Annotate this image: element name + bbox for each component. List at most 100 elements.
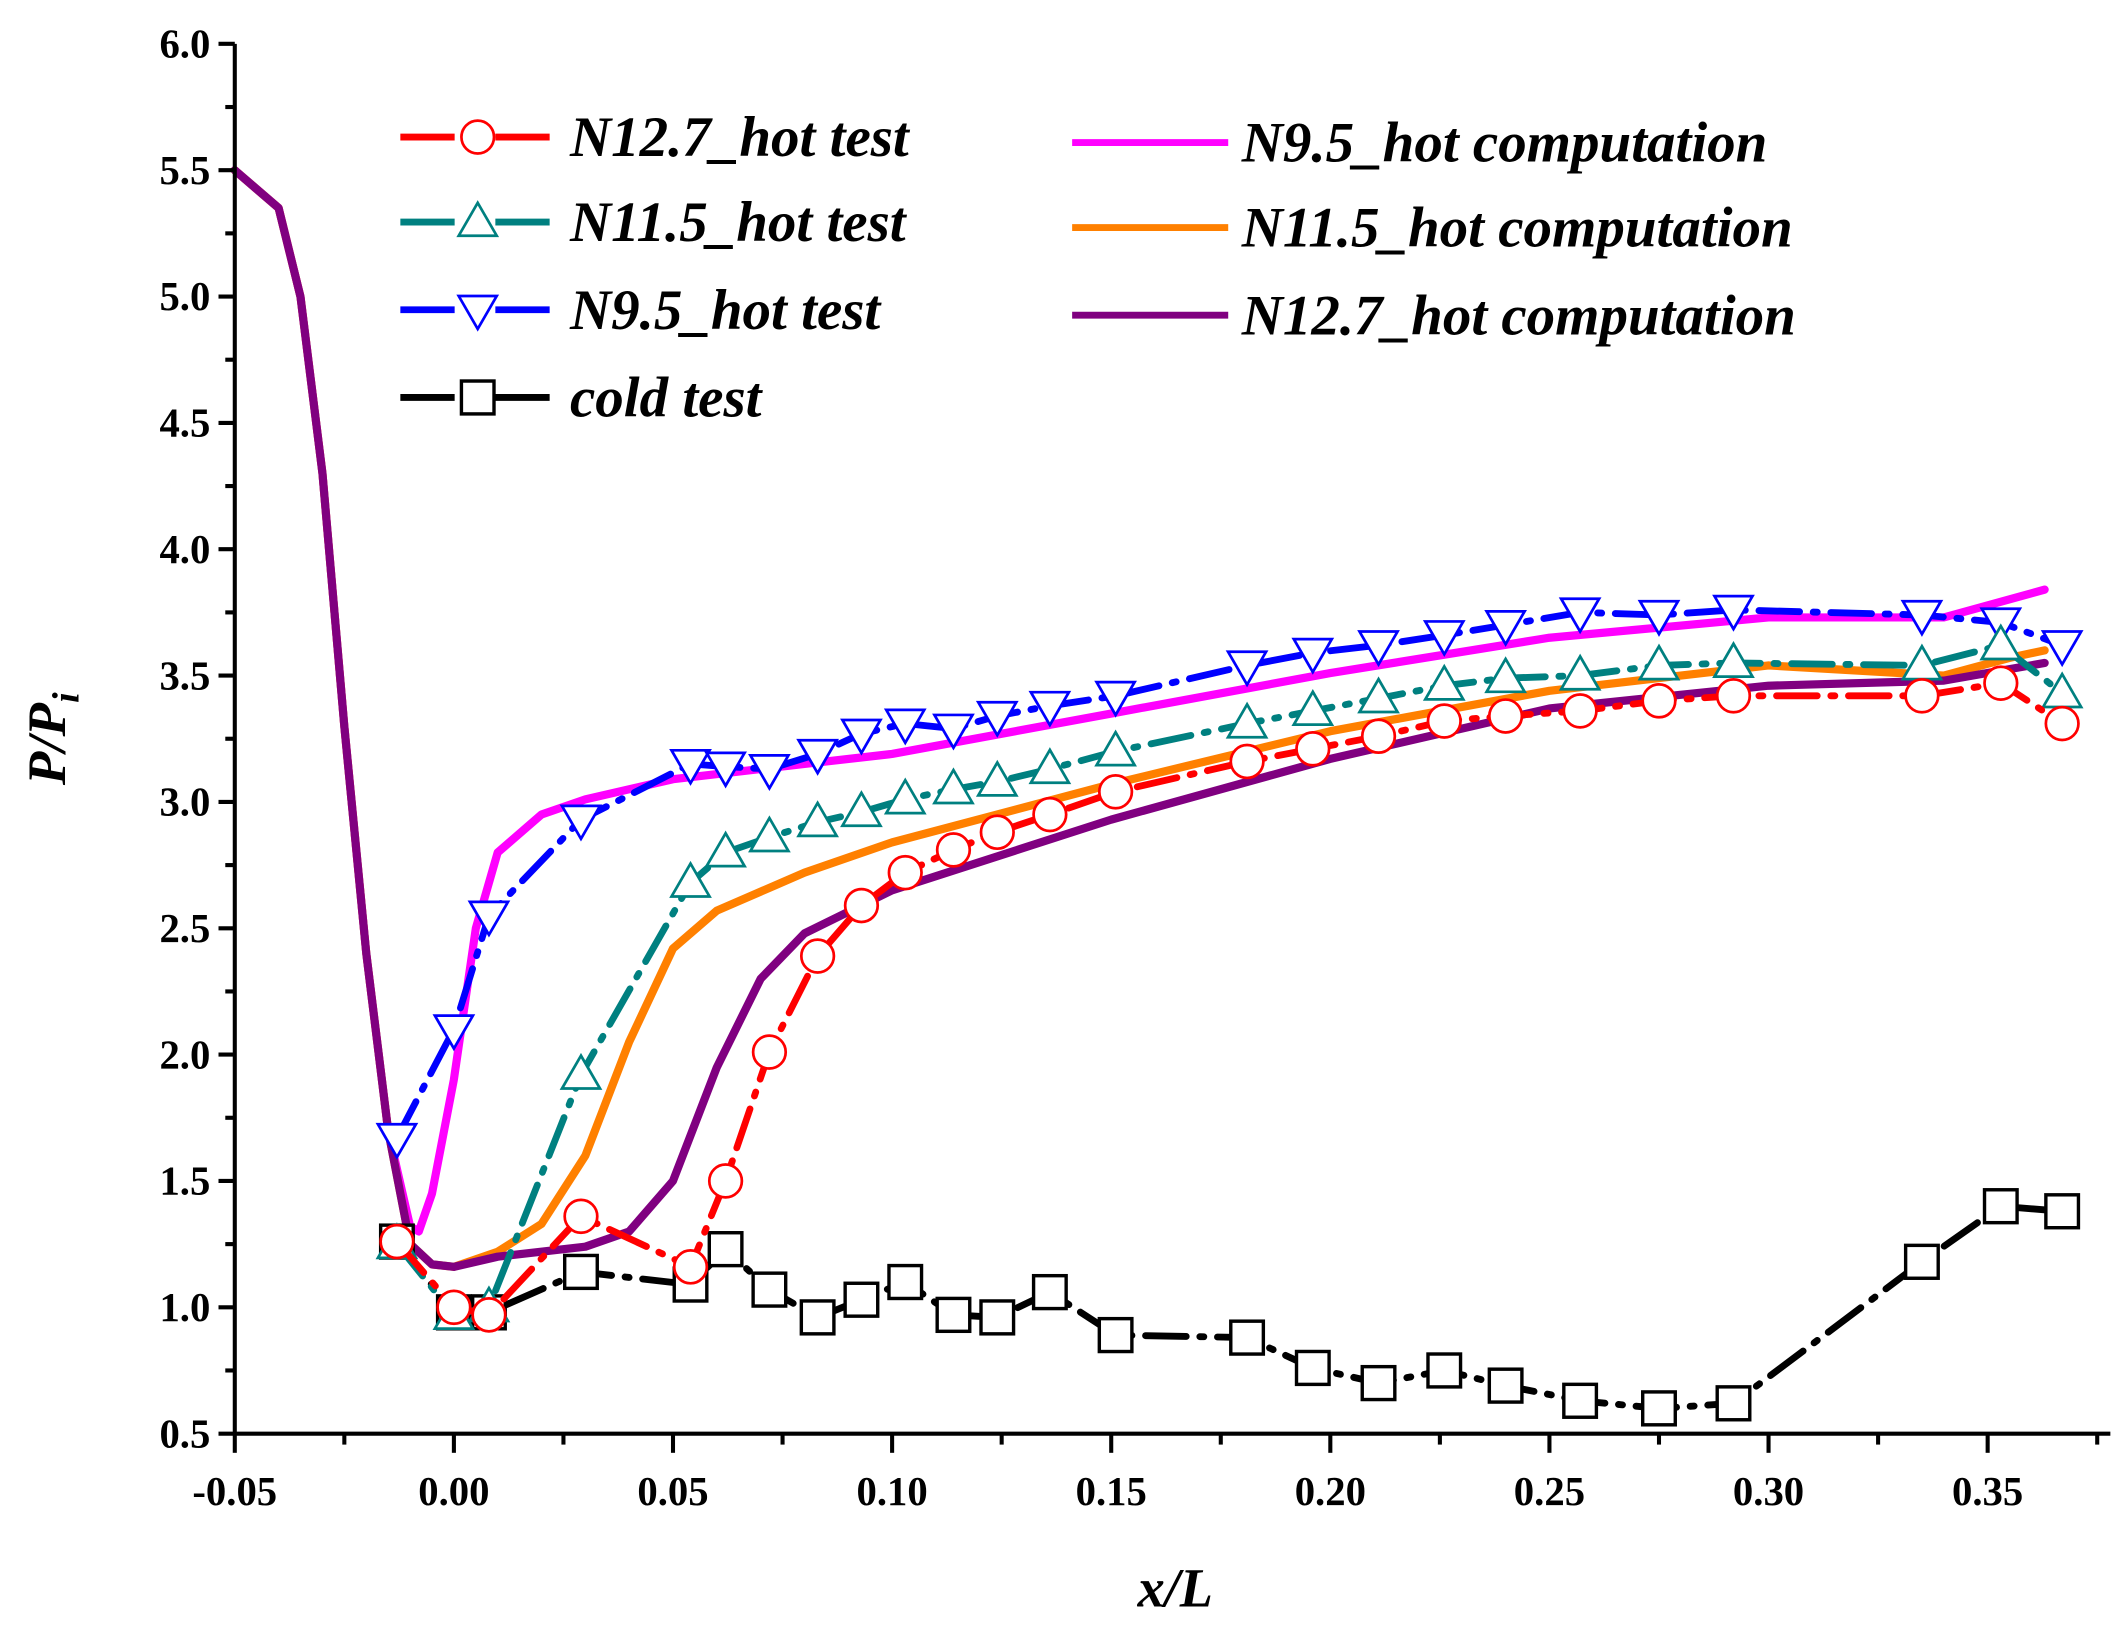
x-tick-label: -0.05	[192, 1469, 277, 1514]
data-point	[1295, 731, 1331, 767]
legend-item: N11.5_hot test	[400, 191, 908, 254]
legend-marker	[456, 200, 500, 238]
data-point	[975, 759, 1019, 797]
data-point	[1225, 701, 1269, 739]
data-point	[1028, 690, 1072, 728]
legend-item: N9.5_hot test	[400, 279, 882, 342]
data-point	[887, 854, 923, 891]
axes-layer: -0.05 0.00 0.05 0.10 0.15 0.20 0.25 0.30 0.35 0.5…	[159, 21, 2111, 1514]
data-point	[1982, 1188, 2019, 1225]
y-tick-label: 5.5	[159, 148, 210, 193]
y-tick-label: 2.0	[159, 1032, 210, 1077]
data-point	[563, 1198, 599, 1235]
x-tick-label: 0.25	[1514, 1469, 1585, 1514]
data-point	[1360, 1364, 1397, 1402]
data-point	[843, 1281, 880, 1318]
series-layer	[230, 166, 2084, 1427]
data-point	[2044, 705, 2080, 742]
legend: N12.7_hot test N11.5_hot test N9.5_hot tes…	[400, 106, 1796, 430]
series-n12-7-hot-test	[379, 665, 2080, 1333]
data-point	[1712, 594, 1755, 632]
series-line	[393, 1202, 2066, 1412]
data-point	[1229, 743, 1265, 780]
data-point	[1562, 693, 1598, 729]
data-point	[669, 860, 712, 898]
data-point	[796, 800, 839, 838]
data-point	[562, 1253, 599, 1291]
y-tick-label: 0.5	[159, 1411, 210, 1456]
data-point	[935, 1296, 972, 1334]
y-axis-title-subscript: i	[46, 692, 88, 703]
data-point	[1426, 1352, 1463, 1389]
data-point	[1422, 620, 1466, 658]
data-point	[799, 938, 836, 974]
data-point	[887, 1263, 924, 1301]
data-point	[1562, 1382, 1599, 1419]
data-point	[843, 887, 880, 924]
data-point	[840, 790, 883, 828]
x-axis-title: x/L	[1137, 1557, 1213, 1618]
series-line	[230, 166, 2049, 1271]
data-point	[1558, 653, 1602, 691]
data-point	[1900, 599, 1944, 637]
data-point	[559, 804, 603, 842]
data-point	[1291, 689, 1335, 727]
x-tick-label: 0.15	[1076, 1469, 1147, 1514]
y-axis-title: P/Pi	[16, 692, 87, 786]
data-point	[704, 830, 747, 868]
data-point	[707, 1231, 744, 1268]
legend-label: N9.5_hot computation	[1241, 111, 1768, 174]
data-point	[751, 1034, 788, 1070]
data-point	[1426, 703, 1462, 739]
data-point	[979, 1299, 1016, 1336]
data-point	[1094, 680, 1137, 718]
data-point	[1637, 599, 1681, 637]
legend-label: N12.7_hot test	[569, 106, 911, 169]
legend-item: N9.5_hot computation	[1072, 111, 1768, 175]
y-tick-label: 3.0	[159, 779, 210, 824]
legend-marker	[459, 379, 496, 416]
data-point	[1484, 656, 1527, 694]
data-point	[883, 708, 927, 746]
data-point	[669, 748, 712, 786]
data-point	[979, 814, 1015, 851]
y-tick-label: 1.5	[159, 1158, 210, 1203]
data-point	[1637, 643, 1681, 681]
data-point	[1097, 773, 1134, 810]
data-point	[1484, 609, 1527, 647]
data-point	[559, 1052, 603, 1090]
data-point	[1983, 665, 2019, 701]
x-tick-label: 0.35	[1952, 1469, 2023, 1514]
data-point	[436, 1289, 472, 1326]
data-point	[707, 1163, 744, 1199]
data-point	[932, 767, 975, 805]
data-point	[2044, 1193, 2081, 1230]
legend-label: cold test	[570, 366, 764, 429]
legend-item: N12.7_hot computation	[1072, 284, 1796, 347]
series-n11-5-hot-test	[375, 623, 2084, 1330]
legend-marker	[460, 119, 496, 155]
data-point	[471, 1297, 507, 1333]
data-point	[1097, 1316, 1134, 1354]
y-tick-label: 2.5	[159, 906, 210, 951]
legend-label: N11.5_hot computation	[1241, 196, 1793, 259]
x-tick-label: 0.05	[637, 1469, 708, 1514]
data-point	[1979, 623, 2023, 661]
y-axis-title-main: P/P	[16, 702, 77, 786]
data-point	[1487, 698, 1524, 734]
data-point	[1360, 718, 1397, 755]
data-point	[432, 1014, 476, 1052]
data-point	[932, 713, 975, 751]
series-n9-5-hot-test	[375, 594, 2084, 1160]
data-point	[840, 718, 883, 756]
y-tick-label: 5.0	[159, 274, 210, 319]
data-point	[1715, 1385, 1752, 1422]
data-point	[1032, 796, 1068, 833]
data-point	[1291, 637, 1335, 675]
data-point	[1904, 677, 1940, 714]
x-tick-label: 0.10	[856, 1469, 927, 1514]
data-point	[1229, 1319, 1266, 1356]
data-point	[2040, 630, 2084, 668]
data-point	[1641, 683, 1677, 719]
